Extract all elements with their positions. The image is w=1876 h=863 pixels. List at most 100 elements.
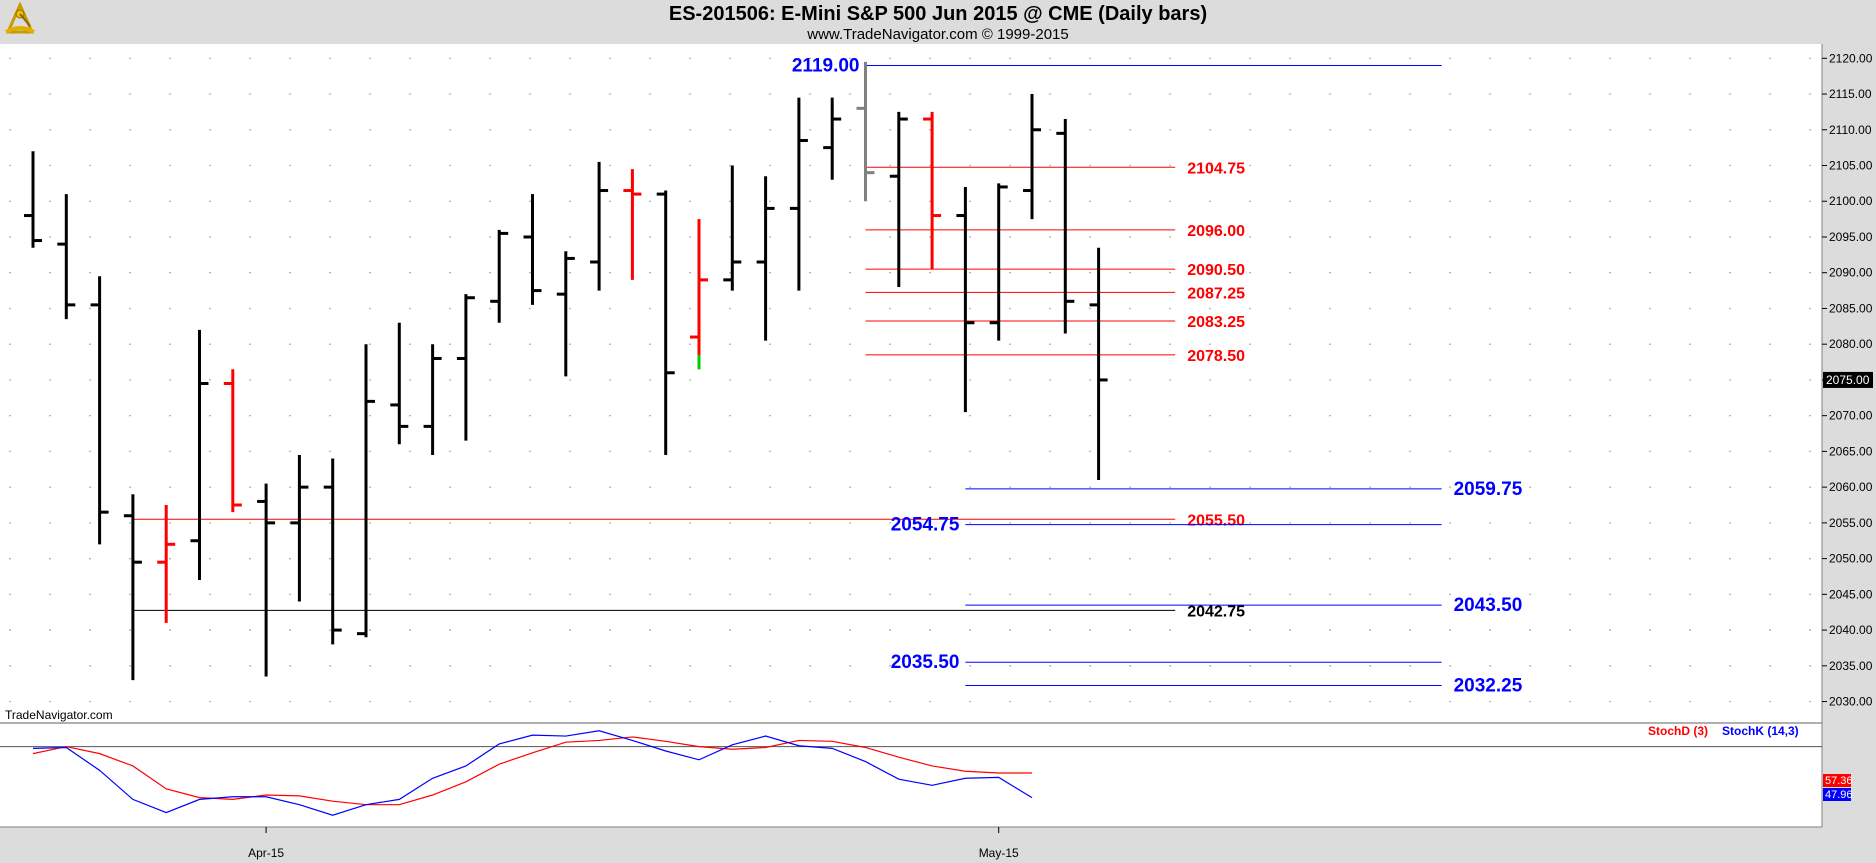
grid-dot (329, 629, 331, 631)
price-panel (0, 44, 1822, 723)
grid-dot (1369, 665, 1371, 667)
y-tick-label: 2065.00 (1829, 444, 1873, 458)
grid-dot (1329, 486, 1331, 488)
grid-dot (1809, 236, 1811, 238)
grid-dot (609, 522, 611, 524)
grid-dot (289, 379, 291, 381)
grid-dot (1649, 236, 1651, 238)
grid-dot (689, 414, 691, 417)
grid-dot (849, 271, 851, 274)
grid-dot (1369, 629, 1371, 631)
grid-dot (1529, 557, 1531, 560)
grid-dot (1409, 379, 1411, 381)
grid-dot (689, 450, 691, 453)
grid-dot (689, 700, 691, 703)
grid-dot (9, 307, 11, 310)
grid-dot (1129, 414, 1131, 417)
grid-dot (489, 57, 491, 60)
grid-dot (129, 522, 131, 524)
grid-dot (1769, 557, 1771, 560)
grid-dot (249, 450, 251, 453)
grid-dot (889, 271, 891, 274)
grid-dot (449, 450, 451, 453)
grid-dot (1449, 343, 1451, 345)
level-label: 2043.50 (1454, 595, 1523, 616)
grid-dot (1769, 665, 1771, 667)
grid-dot (1129, 486, 1131, 488)
grid-dot (129, 379, 131, 381)
grid-dot (649, 164, 651, 167)
grid-dot (329, 271, 331, 274)
grid-dot (289, 414, 291, 417)
grid-dot (1409, 93, 1411, 95)
grid-dot (129, 93, 131, 95)
grid-dot (169, 522, 171, 524)
grid-dot (169, 700, 171, 703)
grid-dot (449, 522, 451, 524)
grid-dot (1249, 665, 1251, 667)
grid-dot (569, 164, 571, 167)
grid-dot (409, 200, 411, 203)
grid-dot (1169, 665, 1171, 667)
grid-dot (129, 307, 131, 310)
grid-dot (729, 307, 731, 310)
grid-dot (889, 164, 891, 167)
grid-dot (809, 271, 811, 274)
y-tick-label: 2085.00 (1829, 301, 1873, 315)
grid-dot (1009, 522, 1011, 524)
grid-dot (489, 557, 491, 560)
grid-dot (369, 307, 371, 310)
y-tick-label: 2035.00 (1829, 659, 1873, 673)
grid-dot (1329, 271, 1331, 274)
grid-dot (329, 700, 331, 703)
grid-dot (849, 200, 851, 203)
grid-dot (1089, 343, 1091, 345)
grid-dot (929, 593, 931, 596)
grid-dot (209, 271, 211, 274)
grid-dot (89, 57, 91, 60)
grid-dot (1329, 93, 1331, 95)
grid-dot (1609, 307, 1611, 310)
grid-dot (1249, 128, 1251, 131)
grid-dot (489, 343, 491, 345)
grid-dot (369, 379, 371, 381)
grid-dot (649, 700, 651, 703)
grid-dot (1249, 271, 1251, 274)
grid-dot (49, 236, 51, 238)
grid-dot (1529, 486, 1531, 488)
grid-dot (809, 414, 811, 417)
grid-dot (689, 307, 691, 310)
grid-dot (249, 700, 251, 703)
grid-dot (1569, 522, 1571, 524)
grid-dot (209, 343, 211, 345)
grid-dot (209, 414, 211, 417)
grid-dot (849, 414, 851, 417)
grid-dot (1369, 343, 1371, 345)
grid-dot (1569, 164, 1571, 167)
grid-dot (609, 557, 611, 560)
grid-dot (1809, 271, 1811, 274)
grid-dot (1009, 307, 1011, 310)
grid-dot (769, 486, 771, 488)
grid-dot (1409, 629, 1411, 631)
chart-title: ES-201506: E-Mini S&P 500 Jun 2015 @ CME… (668, 3, 1208, 25)
grid-dot (169, 486, 171, 488)
grid-dot (1289, 593, 1291, 596)
grid-dot (1209, 700, 1211, 703)
grid-dot (1249, 93, 1251, 95)
grid-dot (1209, 57, 1211, 60)
grid-dot (769, 522, 771, 524)
grid-dot (1569, 486, 1571, 488)
y-tick-label: 2120.00 (1829, 51, 1873, 65)
grid-dot (369, 343, 371, 345)
grid-dot (969, 700, 971, 703)
grid-dot (769, 450, 771, 453)
grid-dot (1249, 164, 1251, 167)
grid-dot (1689, 557, 1691, 560)
grid-dot (1089, 128, 1091, 131)
grid-dot (1129, 307, 1131, 310)
grid-dot (609, 450, 611, 453)
grid-dot (689, 593, 691, 596)
grid-dot (929, 557, 931, 560)
grid-dot (809, 236, 811, 238)
